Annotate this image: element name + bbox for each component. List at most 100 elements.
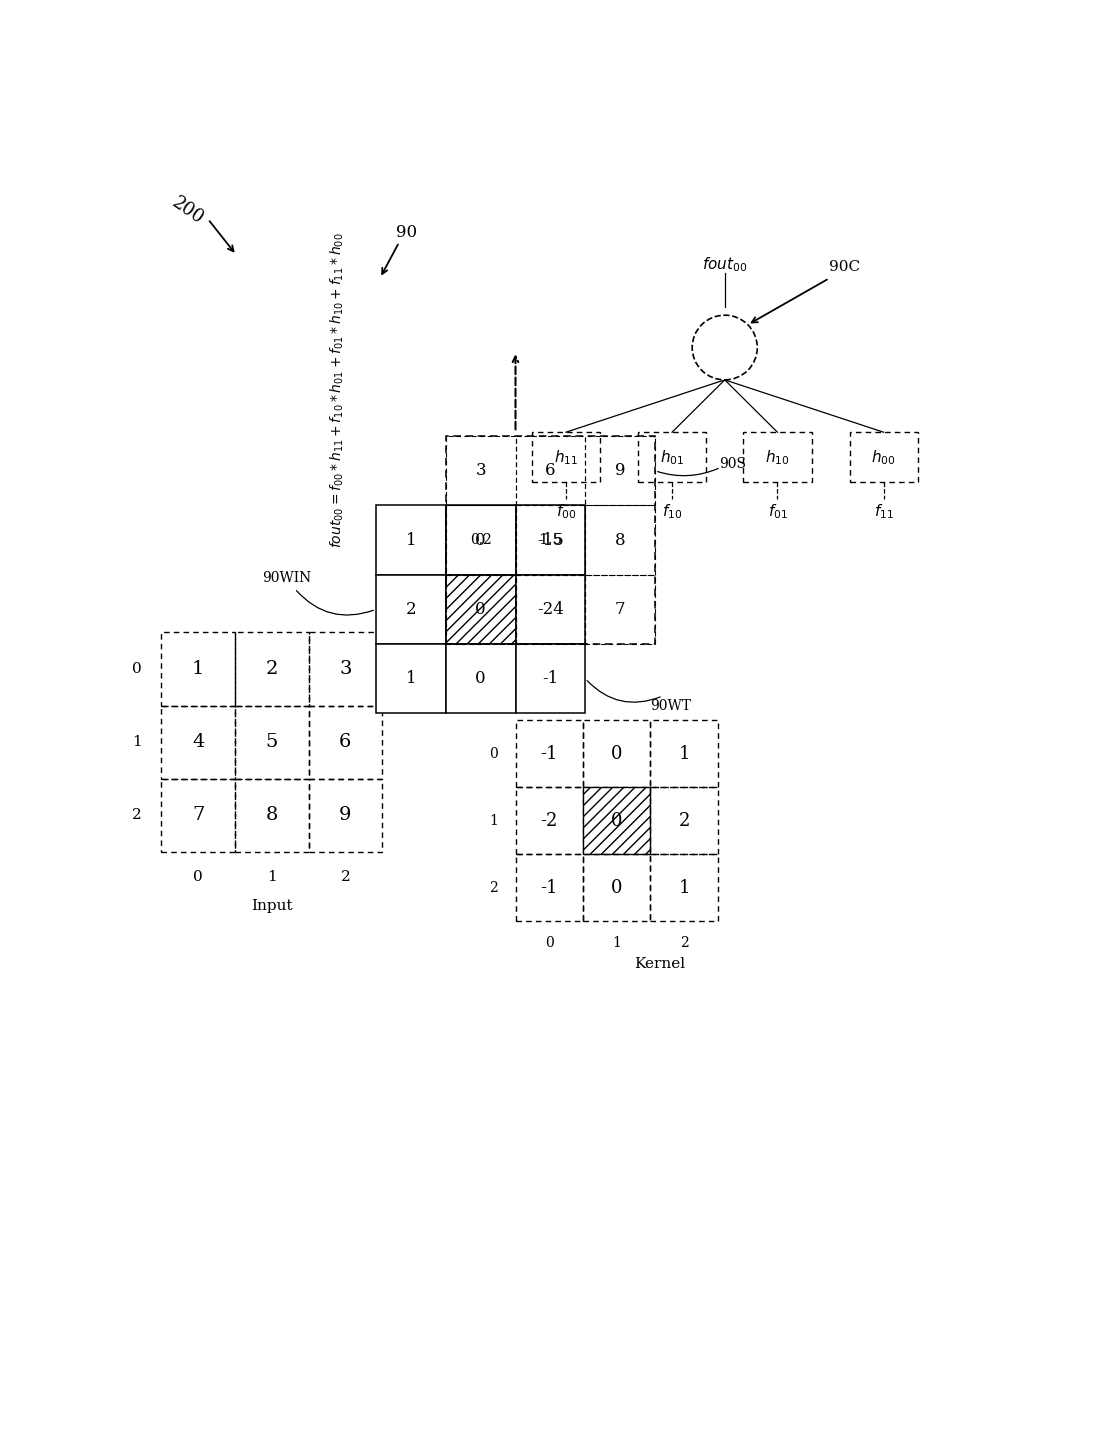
Text: 9: 9 <box>614 463 626 479</box>
Text: 0: 0 <box>611 811 622 830</box>
Text: Input: Input <box>251 898 293 913</box>
Bar <box>516 506 585 575</box>
Text: 0.2: 0.2 <box>470 533 491 547</box>
Text: -1: -1 <box>542 671 558 686</box>
Text: 1: 1 <box>678 878 690 897</box>
Bar <box>235 705 308 778</box>
Bar <box>583 721 650 787</box>
Text: 1: 1 <box>612 936 621 950</box>
Text: 2: 2 <box>266 661 278 678</box>
Text: 6: 6 <box>545 463 555 479</box>
Bar <box>583 854 650 921</box>
Bar <box>376 575 446 643</box>
Text: -1: -1 <box>541 745 558 762</box>
Text: 0: 0 <box>476 671 486 686</box>
Bar <box>446 575 516 643</box>
Bar <box>446 506 516 575</box>
Text: 1: 1 <box>405 671 417 686</box>
Text: 2: 2 <box>679 936 688 950</box>
Text: 8: 8 <box>266 807 278 824</box>
Bar <box>516 575 585 643</box>
Bar <box>446 436 516 506</box>
Bar <box>583 787 650 854</box>
Bar <box>308 705 382 778</box>
Text: 90S: 90S <box>719 457 746 471</box>
Bar <box>516 854 583 921</box>
Bar <box>376 506 446 575</box>
Text: $h_{11}$: $h_{11}$ <box>554 449 577 467</box>
Bar <box>516 787 583 854</box>
Text: $h_{00}$: $h_{00}$ <box>871 449 896 467</box>
Text: 1: 1 <box>489 814 498 828</box>
Bar <box>376 643 446 714</box>
Text: 90C: 90C <box>829 259 860 274</box>
Text: 2: 2 <box>489 881 498 894</box>
Text: $s_1$: $s_1$ <box>716 340 733 355</box>
Text: 0: 0 <box>193 870 203 884</box>
Text: $h_{10}$: $h_{10}$ <box>765 449 790 467</box>
Text: 90WIN: 90WIN <box>262 572 312 585</box>
Text: $fout_{00}$: $fout_{00}$ <box>703 255 747 275</box>
Text: 0: 0 <box>132 662 142 676</box>
Text: -2: -2 <box>541 811 557 830</box>
Text: 6: 6 <box>340 734 352 751</box>
Text: 8: 8 <box>614 532 626 549</box>
Text: 5: 5 <box>266 734 278 751</box>
Circle shape <box>693 315 757 380</box>
Bar <box>308 632 382 705</box>
Text: $f_{10}$: $f_{10}$ <box>662 502 682 520</box>
Text: $h_{01}$: $h_{01}$ <box>660 449 684 467</box>
Bar <box>516 575 585 643</box>
Text: 2: 2 <box>405 600 417 618</box>
Bar <box>235 632 308 705</box>
Text: 1.5: 1.5 <box>538 533 563 547</box>
Text: $f_{00}$: $f_{00}$ <box>556 502 576 520</box>
Text: 90: 90 <box>397 224 418 241</box>
Bar <box>446 643 516 714</box>
Bar <box>161 778 235 851</box>
Bar <box>650 787 718 854</box>
Text: 1: 1 <box>678 745 690 762</box>
Text: 3: 3 <box>340 661 352 678</box>
Text: $f_{11}$: $f_{11}$ <box>873 502 894 520</box>
Bar <box>516 506 585 575</box>
Bar <box>516 436 585 506</box>
Text: 0: 0 <box>545 936 554 950</box>
Bar <box>532 433 600 483</box>
Text: 0: 0 <box>611 878 622 897</box>
Text: 90WT: 90WT <box>650 699 691 714</box>
Text: 200: 200 <box>169 193 207 228</box>
Bar <box>516 721 583 787</box>
Text: 3: 3 <box>476 463 486 479</box>
Text: 4: 4 <box>192 734 204 751</box>
Text: $fout_{00} = f_{00}*h_{11} + f_{10}*h_{01} + f_{01}*h_{10} + f_{11}*h_{00}$: $fout_{00} = f_{00}*h_{11} + f_{10}*h_{0… <box>328 232 346 547</box>
Bar <box>308 778 382 851</box>
Bar <box>585 506 655 575</box>
Text: 2: 2 <box>678 811 690 830</box>
Text: Kernel: Kernel <box>633 956 685 970</box>
Bar <box>516 643 585 714</box>
Text: 1: 1 <box>132 735 142 749</box>
Text: 2: 2 <box>341 870 351 884</box>
Bar <box>446 436 655 643</box>
Bar <box>743 433 812 483</box>
Bar <box>585 436 655 506</box>
Text: 0: 0 <box>611 745 622 762</box>
Bar <box>638 433 706 483</box>
Text: 0: 0 <box>489 747 498 761</box>
Bar <box>161 632 235 705</box>
Text: 0: 0 <box>476 600 486 618</box>
Bar <box>650 854 718 921</box>
Bar <box>161 705 235 778</box>
Text: $f_{01}$: $f_{01}$ <box>767 502 787 520</box>
Text: 0: 0 <box>476 532 486 549</box>
Text: -24: -24 <box>537 600 564 618</box>
Text: 7: 7 <box>192 807 204 824</box>
Bar <box>650 721 718 787</box>
Text: -15: -15 <box>537 532 564 549</box>
Text: 1: 1 <box>192 661 204 678</box>
Text: 7: 7 <box>614 600 626 618</box>
Text: 1: 1 <box>405 532 417 549</box>
Bar <box>446 575 516 643</box>
Text: 2: 2 <box>132 808 142 823</box>
